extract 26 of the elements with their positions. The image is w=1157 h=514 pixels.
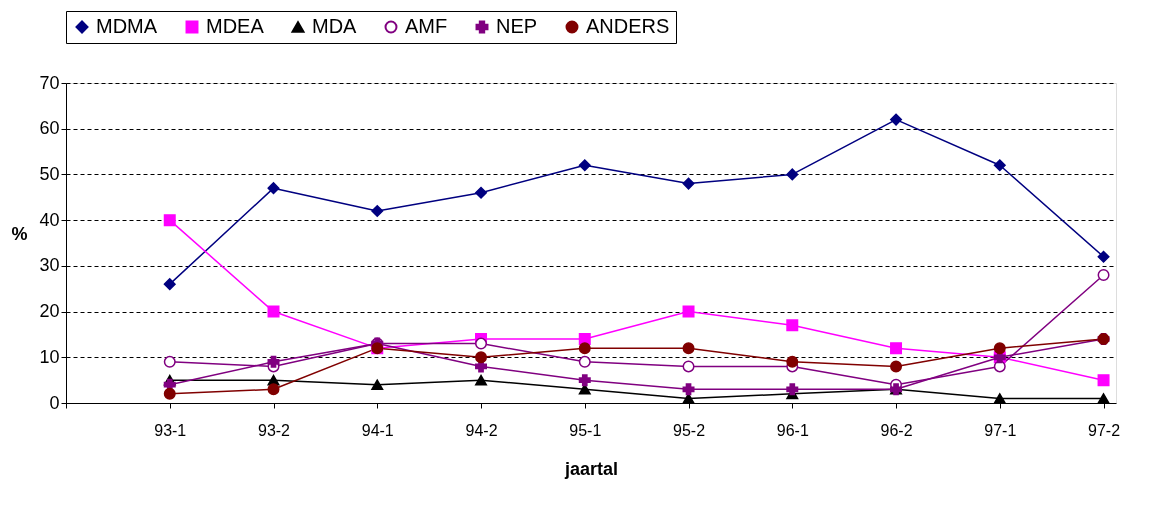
- x-tick-label: 97-1: [984, 421, 1017, 439]
- x-tick-label: 93-1: [154, 421, 187, 439]
- x-tick-label: 95-2: [673, 421, 706, 439]
- legend-label: MDA: [312, 15, 358, 37]
- legend-label: MDMA: [96, 15, 158, 37]
- x-tick-label: 97-2: [1088, 421, 1121, 439]
- y-axis-title: %: [11, 223, 28, 244]
- legend-label: MDEA: [206, 15, 265, 37]
- y-tick-label: 30: [39, 255, 60, 276]
- y-tick-label: 10: [39, 346, 60, 367]
- legend-label: AMF: [405, 15, 448, 37]
- x-tick-label: 94-1: [361, 421, 394, 439]
- x-tick-label: 95-1: [569, 421, 602, 439]
- y-tick-label: 20: [39, 301, 60, 322]
- y-tick-label: 50: [39, 163, 60, 184]
- x-axis-title: jaartal: [563, 458, 619, 479]
- legend-label: NEP: [496, 15, 538, 37]
- x-tick-label: 96-1: [776, 421, 809, 439]
- y-tick-label: 40: [39, 209, 60, 230]
- x-tick-label: 93-2: [257, 421, 291, 439]
- x-tick-label: 94-2: [465, 421, 498, 439]
- y-tick-label: 60: [39, 118, 60, 139]
- x-tick-label: 96-2: [880, 421, 913, 439]
- legend-label: ANDERS: [586, 15, 670, 37]
- y-tick-label: 0: [49, 392, 60, 413]
- y-tick-label: 70: [39, 72, 60, 93]
